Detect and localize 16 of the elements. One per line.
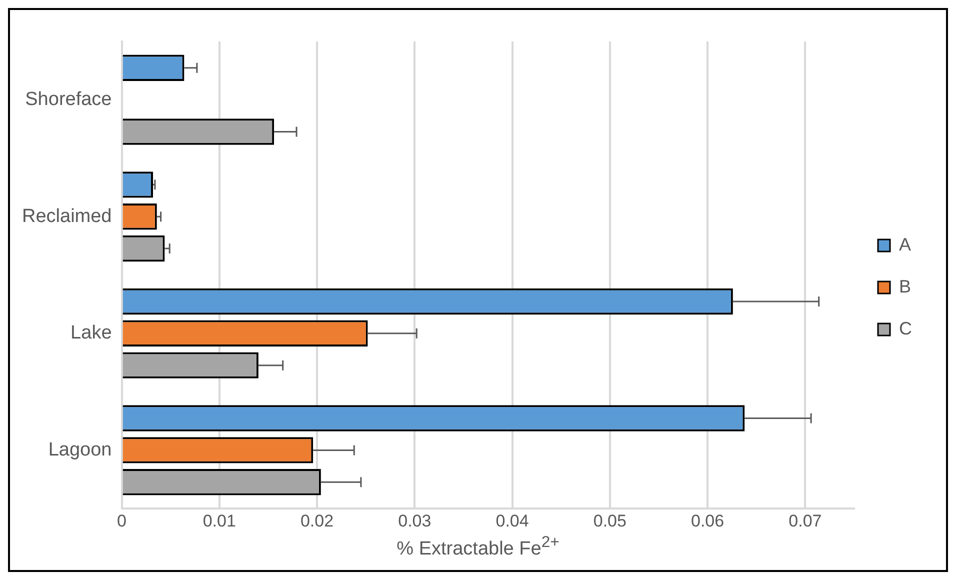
x-tick-label: 0.05 <box>593 511 626 530</box>
x-tick-label: 0 <box>117 511 126 530</box>
x-tick-label: 0.06 <box>691 511 724 530</box>
legend-label: B <box>899 276 912 296</box>
x-axis-title: % Extractable Fe$^{2+}$ <box>396 534 560 560</box>
y-tick-label: Lake <box>70 322 112 344</box>
y-tick-label: Lagoon <box>48 439 112 460</box>
y-tick-label: Shoreface <box>25 89 112 110</box>
x-tick-label: 0.07 <box>788 511 822 530</box>
x-tick-label: 0.01 <box>202 511 236 530</box>
y-tick-label: Reclaimed <box>22 206 112 227</box>
x-tick-label: 0.04 <box>496 511 529 530</box>
legend-label: C <box>899 318 912 338</box>
x-tick-label: 0.03 <box>398 511 432 530</box>
legend-label: A <box>899 234 912 254</box>
x-tick-label: 0.02 <box>300 511 334 530</box>
